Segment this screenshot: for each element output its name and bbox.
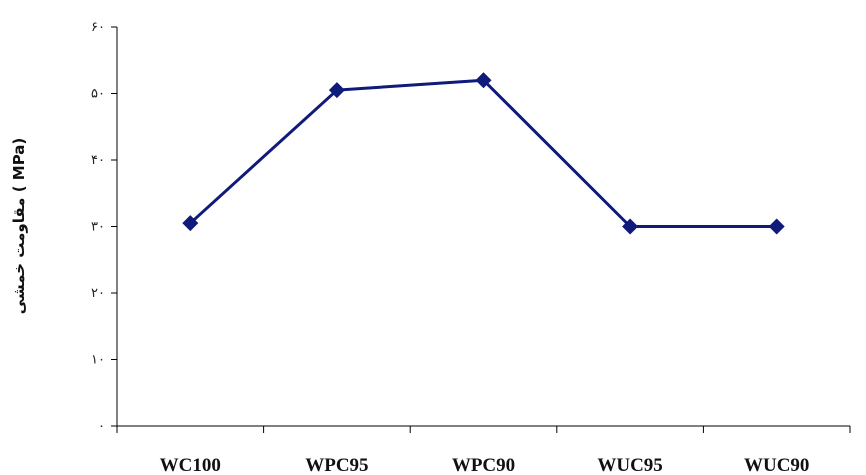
- y-tick-label: ۴۰: [91, 153, 105, 168]
- data-point-marker: [475, 72, 492, 89]
- series-group: [182, 72, 785, 235]
- y-tick-label: ۰: [98, 419, 105, 434]
- y-axis-ticks: ۰ ۱۰ ۲۰ ۳۰ ۴۰ ۵۰ ۶۰: [91, 20, 117, 434]
- x-tick-label: WPC90: [452, 455, 515, 475]
- series-line: [189, 78, 777, 228]
- data-point-marker: [328, 82, 345, 99]
- y-tick-label: ۳۰: [91, 220, 105, 235]
- x-tick-label: WUC90: [744, 455, 809, 475]
- y-tick-label: ۱۰: [91, 353, 105, 368]
- data-point-marker: [622, 218, 639, 235]
- x-tick-label: WC100: [160, 455, 221, 475]
- x-tick-label: WUC95: [597, 455, 662, 475]
- data-point-marker: [768, 218, 785, 235]
- data-point-marker: [182, 215, 199, 232]
- y-axis-label: مقاومت خمشی ( MPa): [10, 138, 28, 315]
- y-tick-label: ۶۰: [91, 20, 105, 35]
- y-tick-label: ۲۰: [91, 286, 105, 301]
- y-tick-label: ۵۰: [91, 87, 105, 102]
- x-axis-ticks: WC100 WPC95 WPC90 WUC95 WUC90: [116, 426, 851, 475]
- x-tick-label: WPC95: [305, 455, 368, 475]
